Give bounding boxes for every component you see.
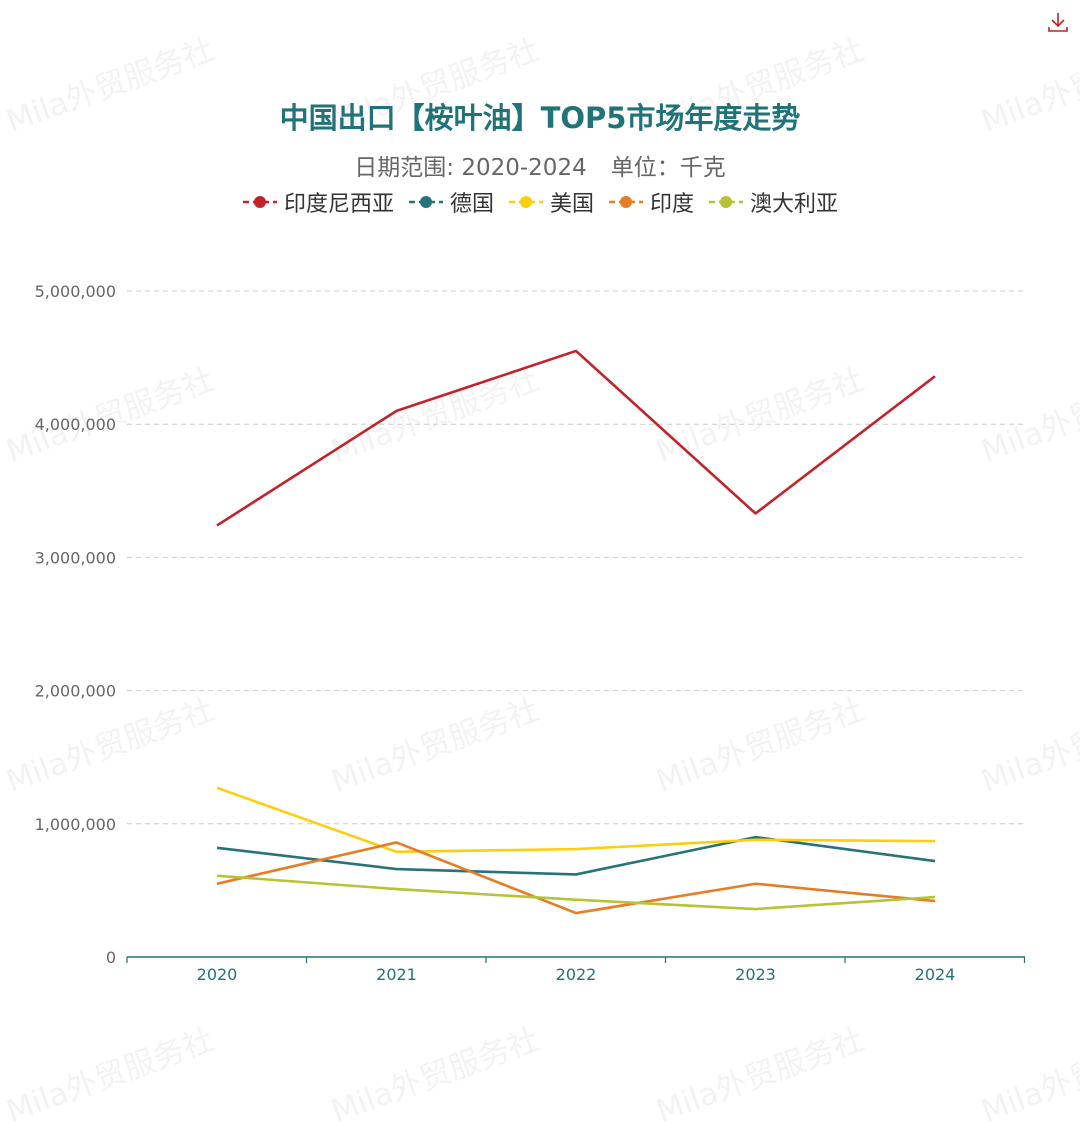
grid-lines bbox=[127, 290, 1025, 825]
y-tick-label: 5,000,000 bbox=[35, 282, 116, 301]
legend-marker-dot bbox=[519, 196, 532, 208]
legend-label: 澳大利亚 bbox=[750, 192, 839, 217]
legend-label: 印度尼西亚 bbox=[283, 192, 394, 217]
series-line-4 bbox=[216, 874, 936, 911]
legend-marker-dot bbox=[620, 196, 632, 208]
legend-label: 印度 bbox=[650, 192, 695, 217]
legend-label: 德国 bbox=[449, 192, 494, 217]
x-tick-label: 2020 bbox=[197, 965, 238, 984]
unit-label: 单位：千克 bbox=[610, 155, 726, 181]
y-axis-ticks: 0 1,000,000 2,000,000 3,000,000 4,000,000 5,0… bbox=[35, 282, 116, 967]
legend: 印度尼西亚 德国 美国 印度 澳大利亚 bbox=[0, 186, 1080, 218]
series-line-0 bbox=[216, 349, 936, 527]
series-line-3 bbox=[216, 841, 936, 915]
y-tick-label: 3,000,000 bbox=[35, 548, 116, 567]
x-tick-label: 2021 bbox=[376, 965, 417, 984]
legend-item-4[interactable]: 澳大利亚 bbox=[708, 186, 838, 218]
y-tick-label: 1,000,000 bbox=[35, 815, 116, 834]
legend-marker-dot bbox=[720, 196, 733, 208]
y-tick-label: 0 bbox=[106, 948, 116, 967]
legend-marker-icon bbox=[709, 196, 744, 208]
series-lines bbox=[216, 349, 936, 915]
legend-marker-dot bbox=[253, 196, 266, 208]
y-tick-label: 2,000,000 bbox=[35, 682, 116, 701]
download-icon[interactable] bbox=[1046, 10, 1070, 34]
chart-subtitle: 日期范围: 2020-2024 单位：千克 bbox=[0, 148, 1080, 182]
chart-title: 中国出口【桉叶油】TOP5市场年度走势 bbox=[279, 101, 801, 135]
date-range: 日期范围: 2020-2024 bbox=[354, 155, 587, 181]
series-line-2 bbox=[216, 786, 936, 854]
legend-marker-dot bbox=[419, 196, 432, 208]
legend-item-2[interactable]: 美国 bbox=[508, 186, 594, 218]
x-axis: 2020 2021 2022 2023 2024 bbox=[126, 956, 1026, 984]
y-tick-label: 4,000,000 bbox=[35, 415, 116, 434]
legend-label: 美国 bbox=[549, 192, 594, 217]
legend-marker-icon bbox=[508, 196, 543, 208]
legend-marker-icon bbox=[242, 196, 277, 208]
legend-item-3[interactable]: 印度 bbox=[608, 186, 694, 218]
legend-marker-icon bbox=[609, 196, 643, 208]
legend-marker-icon bbox=[408, 196, 443, 208]
x-tick-label: 2024 bbox=[915, 965, 956, 984]
legend-item-1[interactable]: 德国 bbox=[408, 186, 494, 218]
series-line-1 bbox=[216, 835, 936, 876]
x-tick-label: 2022 bbox=[556, 965, 597, 984]
x-tick-label: 2023 bbox=[735, 965, 776, 984]
legend-item-0[interactable]: 印度尼西亚 bbox=[242, 186, 394, 218]
